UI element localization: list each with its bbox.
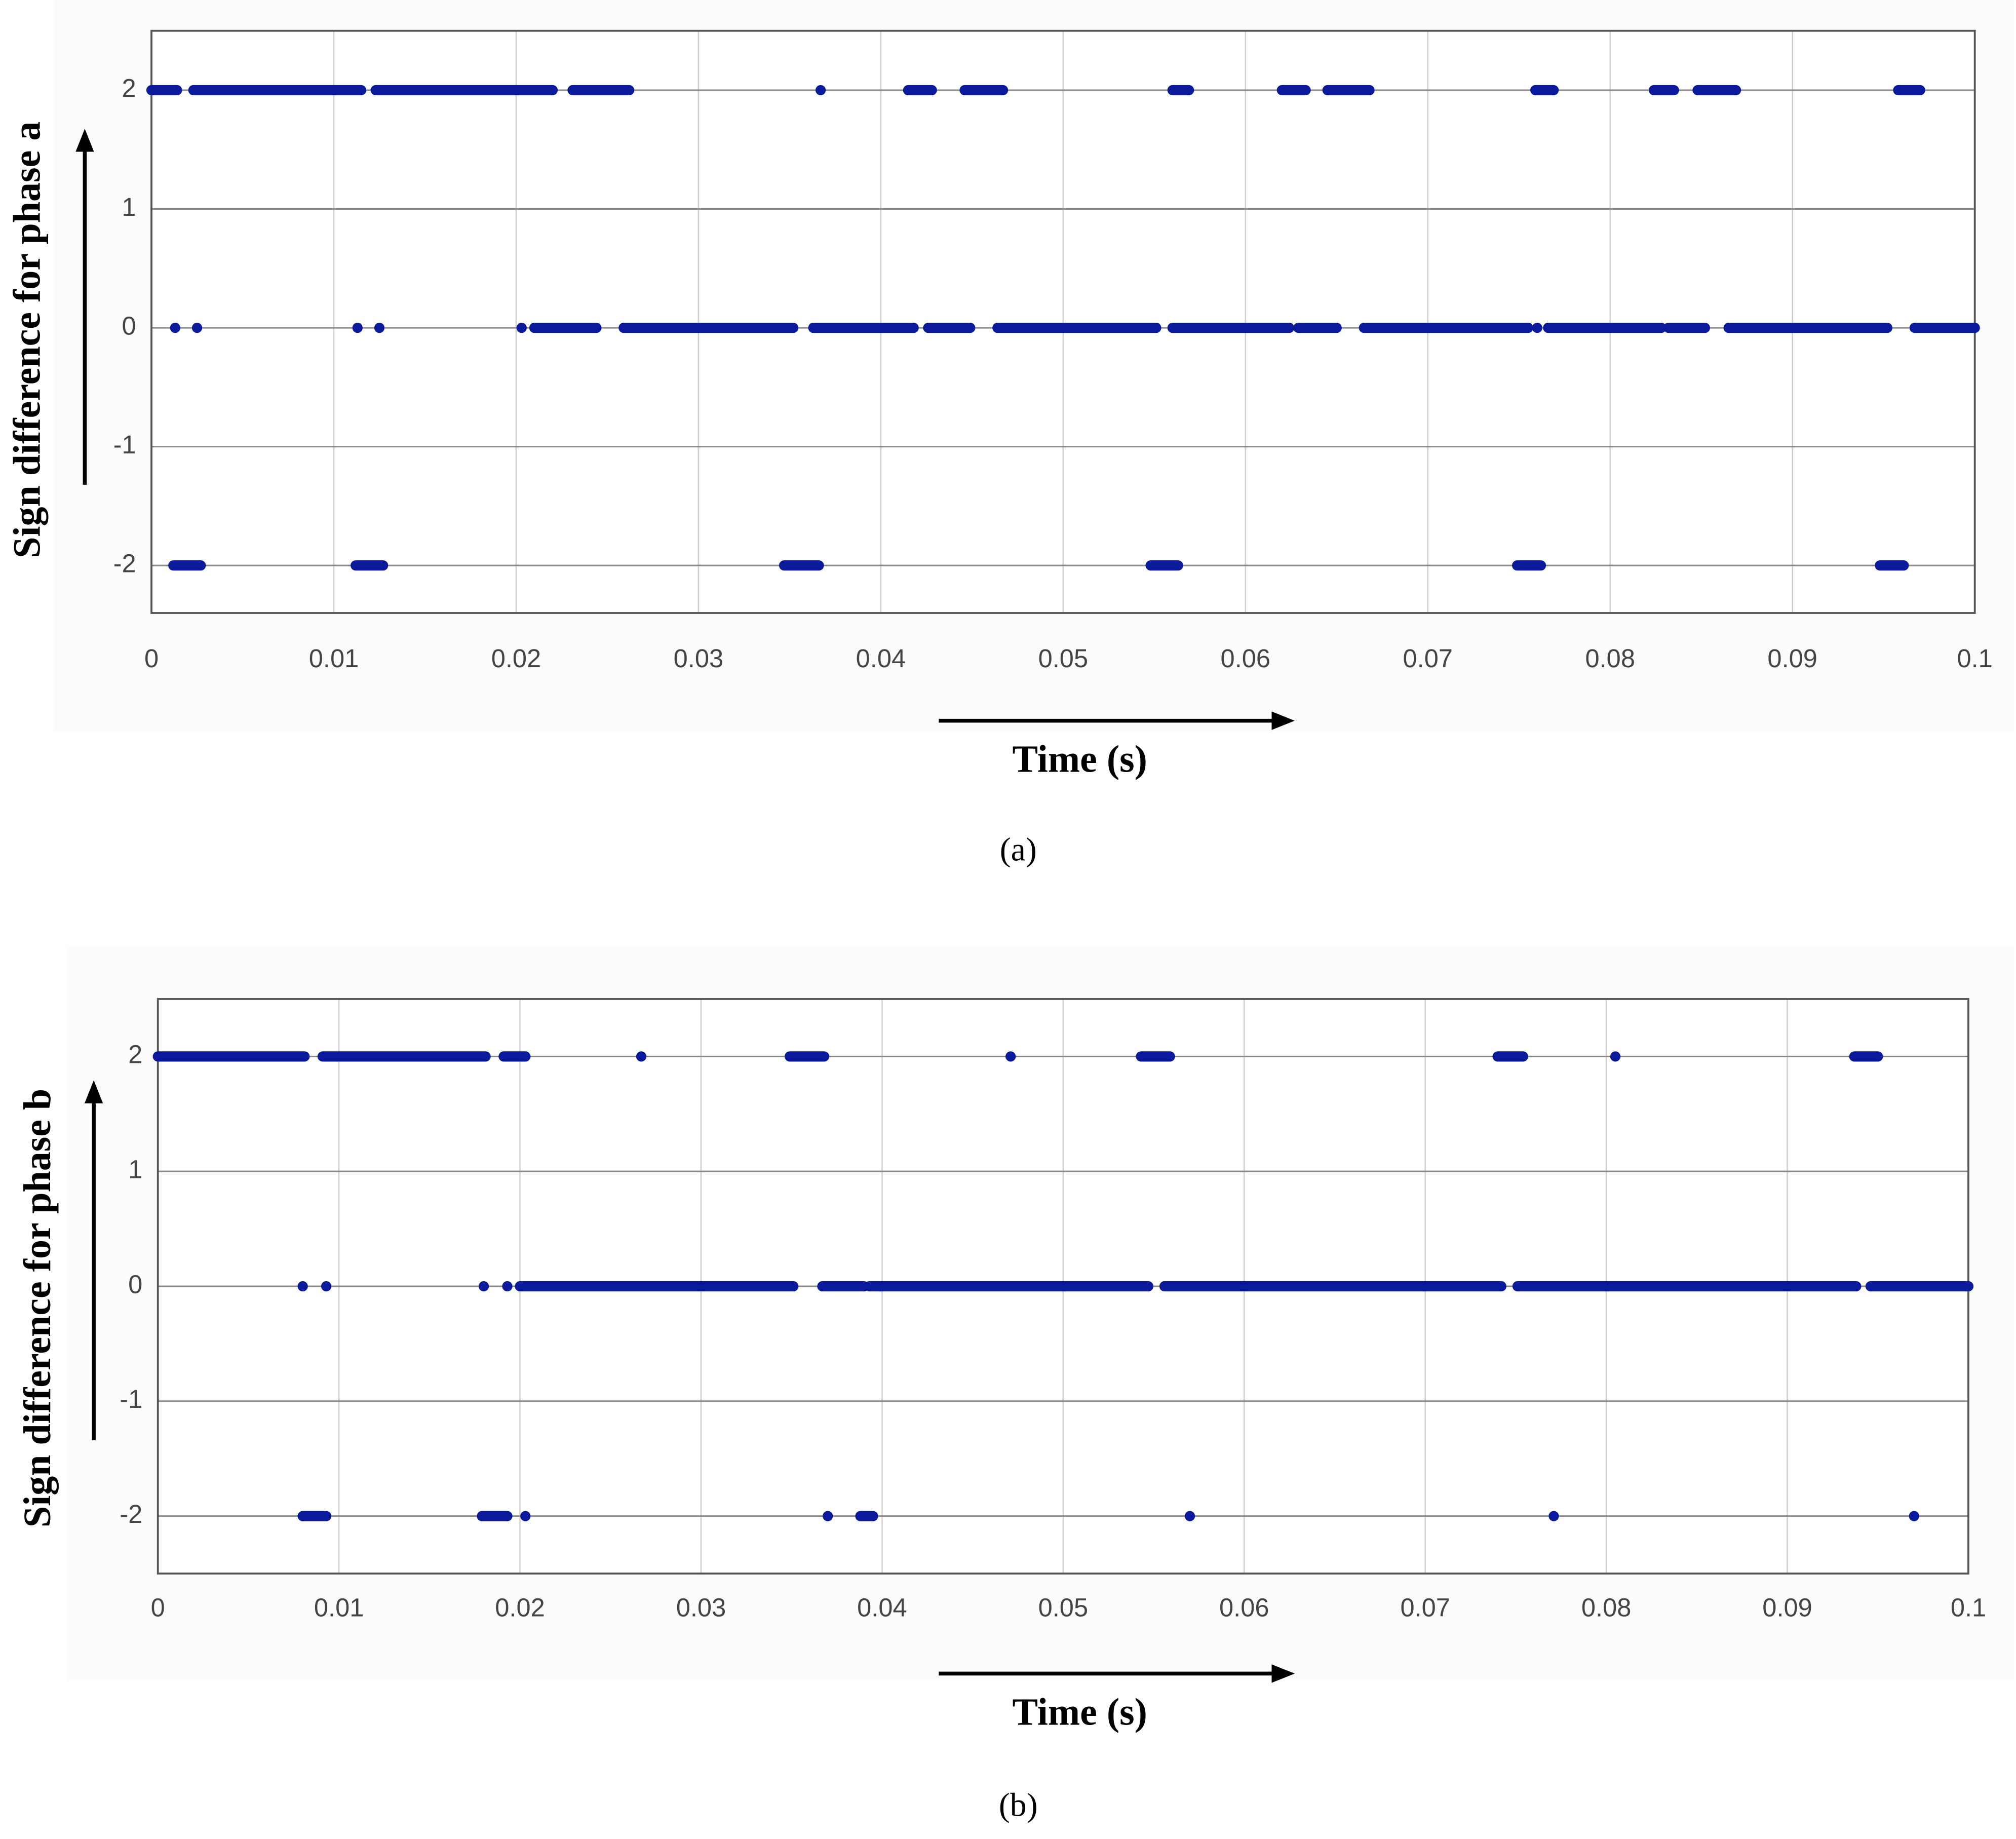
y-tick-label: -2 — [113, 549, 136, 578]
x-tick-label: 0.09 — [1762, 1593, 1812, 1622]
x-tick-label: 0.04 — [857, 1593, 907, 1622]
y-tick-label: 2 — [122, 73, 136, 102]
y-tick-label: -2 — [120, 1500, 142, 1528]
x-tick-label: 0.02 — [491, 644, 541, 673]
x-axis-label: Time (s) — [1013, 738, 1147, 781]
x-tick-label: 0.08 — [1581, 1593, 1632, 1622]
caption: (a) — [1000, 831, 1037, 868]
x-tick-label: 0.06 — [1219, 1593, 1269, 1622]
y-tick-label: 0 — [122, 311, 136, 340]
x-tick-label: 0.05 — [1038, 644, 1089, 673]
x-tick-label: 0.01 — [314, 1593, 364, 1622]
x-tick-label: 0.07 — [1400, 1593, 1450, 1622]
plot-frame — [150, 29, 1976, 614]
y-tick-label: 1 — [128, 1155, 142, 1184]
y-tick-label: 0 — [128, 1270, 142, 1298]
x-tick-label: 0.08 — [1585, 644, 1635, 673]
x-tick-label: 0.04 — [856, 644, 906, 673]
caption: (b) — [999, 1786, 1038, 1823]
x-tick-label: 0.07 — [1403, 644, 1453, 673]
y-tick-label: -1 — [113, 430, 136, 459]
x-tick-label: 0.03 — [674, 644, 724, 673]
x-tick-label: 0.1 — [1951, 1593, 1986, 1622]
x-tick-label: 0 — [151, 1593, 165, 1622]
y-tick-label: -1 — [120, 1385, 142, 1413]
x-tick-label: 0.1 — [1957, 644, 1992, 673]
x-tick-label: 0.01 — [309, 644, 359, 673]
y-tick-label: 1 — [122, 193, 136, 221]
x-axis-label: Time (s) — [1013, 1691, 1147, 1733]
y-axis-label: Sign difference for phase a — [6, 122, 49, 558]
y-tick-label: 2 — [128, 1040, 142, 1069]
x-tick-label: 0.06 — [1221, 644, 1271, 673]
y-axis-label: Sign difference for phase b — [16, 1089, 59, 1527]
x-tick-label: 0.09 — [1767, 644, 1817, 673]
x-tick-label: 0.03 — [676, 1593, 726, 1622]
x-tick-label: 0.02 — [495, 1593, 545, 1622]
x-tick-label: 0.05 — [1038, 1593, 1089, 1622]
x-tick-label: 0 — [144, 644, 159, 673]
